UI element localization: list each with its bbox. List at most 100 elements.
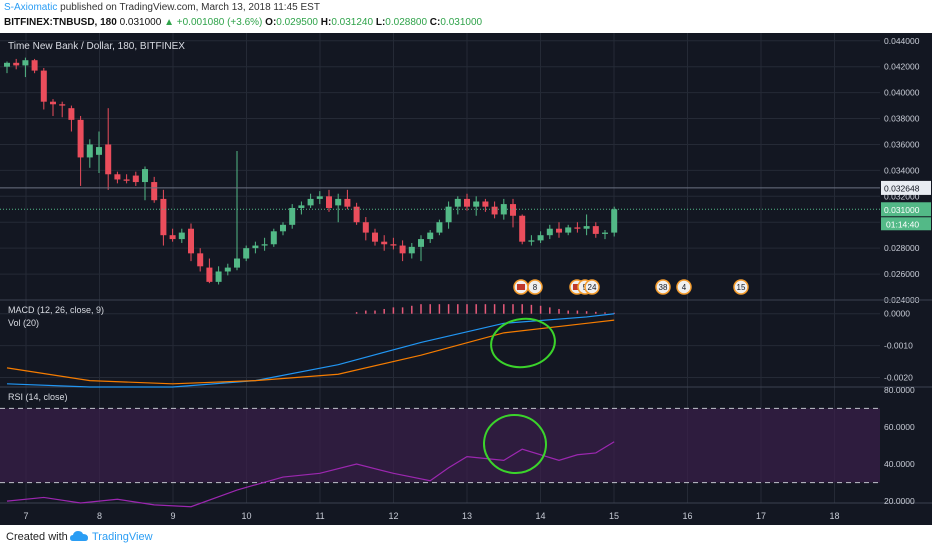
candle-body [464,198,470,207]
up-arrow-icon: ▲ [164,17,174,28]
candle-body [252,245,259,249]
candle-body [40,70,47,102]
candle-body [50,101,56,105]
last-price: 0.031000 [119,17,162,28]
candle-body [289,207,296,225]
candle-body [307,198,314,206]
annotation-circle [483,413,547,475]
y-tick-label: 40.0000 [884,459,915,469]
created-with-text: Created with [6,531,68,543]
candle-body [215,271,222,282]
high-value: 0.031240 [331,17,374,28]
candle-body [602,232,608,234]
candle-body [482,201,489,207]
y-tick-label: 0.0000 [884,309,910,319]
candle-body [13,62,20,66]
event-marker-label: 8 [533,283,538,292]
candle-body [565,227,572,233]
price-level-box [881,180,931,195]
candle-body [491,206,498,215]
macd-line [6,313,615,388]
y-tick-label: -0.0020 [884,372,913,382]
high-label: H: [320,17,332,28]
x-tick-label: 8 [97,511,102,521]
candle-body [454,198,461,207]
flag-stripe-icon [517,284,525,290]
event-marker-label: 4 [682,283,687,292]
low-label: L: [375,17,386,28]
rsi-title: RSI (14, close) [8,392,68,402]
price-axis [880,33,932,525]
candle-body [500,204,507,215]
candle-body [59,104,66,106]
event-marker [584,279,600,295]
candle-body [132,175,139,183]
event-marker [676,279,692,295]
candle-body [399,245,406,254]
candle-body [436,222,443,233]
x-tick-label: 14 [535,511,545,521]
y-tick-label: 0.042000 [884,62,920,72]
x-tick-label: 18 [829,511,839,521]
symbol-label: BITFINEX:TNBUSD, 180 [4,17,117,28]
candle-body [261,244,268,246]
y-tick-label: 0.038000 [884,114,920,124]
tradingview-cloud-icon [70,531,88,541]
open-value: 0.029500 [276,17,318,28]
chart-title: Time New Bank / Dollar, 180, BITFINEX [8,41,185,52]
candle-body [510,204,516,216]
candle-body [611,209,618,233]
price-level-label: 0.032648 [884,183,920,193]
candle-body [31,60,38,71]
macd-title: MACD (12, 26, close, 9) [8,305,104,315]
event-marker-label: 38 [659,283,668,292]
candle-body [4,62,10,67]
y-tick-label: 60.0000 [884,422,915,432]
candle-body [353,206,360,223]
y-tick-label: -0.0010 [884,341,913,351]
event-marker [733,279,749,295]
candle-body [537,235,544,241]
x-tick-label: 12 [388,511,398,521]
rsi-band [0,408,880,483]
candle-body [197,253,204,267]
candle-body [270,231,277,245]
candle-body [243,248,250,259]
candle-body [22,60,29,66]
candle-body [427,232,434,240]
candle-body [68,108,75,120]
candle-body [151,182,158,201]
candle-body [445,206,452,223]
candle-body [473,201,480,207]
y-tick-label: 0.040000 [884,88,920,98]
candle-body [77,119,84,158]
candle-body [160,198,167,236]
event-marker [655,279,671,295]
open-label: O: [265,17,277,28]
candle-body [105,144,112,175]
y-tick-label: 0.026000 [884,269,920,279]
y-tick-label: 0.034000 [884,165,920,175]
candle-body [390,244,397,246]
candle-body [344,198,351,207]
y-tick-label: 0.044000 [884,36,920,46]
footer: Created with TradingView [0,525,932,550]
candle-body [234,258,240,268]
x-tick-label: 16 [682,511,692,521]
candle-body [178,232,185,240]
candle-body [206,267,213,282]
candle-body [169,235,176,240]
candle-body [592,226,599,234]
price-change: +0.001080 (+3.6%) [176,17,263,28]
candle-body [123,179,130,181]
candle-body [556,228,562,233]
chart-canvas[interactable]: 7 8 9 10 11 12 13 14 15 16 17 18 0.044000 0.042000 0.0… [0,33,932,525]
author-name[interactable]: S-Axiomatic [4,2,58,13]
y-tick-label: 0.032000 [884,191,920,201]
candle-body [519,215,526,242]
candle-body [188,228,194,254]
y-tick-label: 0.036000 [884,139,920,149]
tradingview-brand[interactable]: TradingView [92,531,153,543]
candle-body [224,267,231,272]
x-tick-label: 17 [756,511,766,521]
